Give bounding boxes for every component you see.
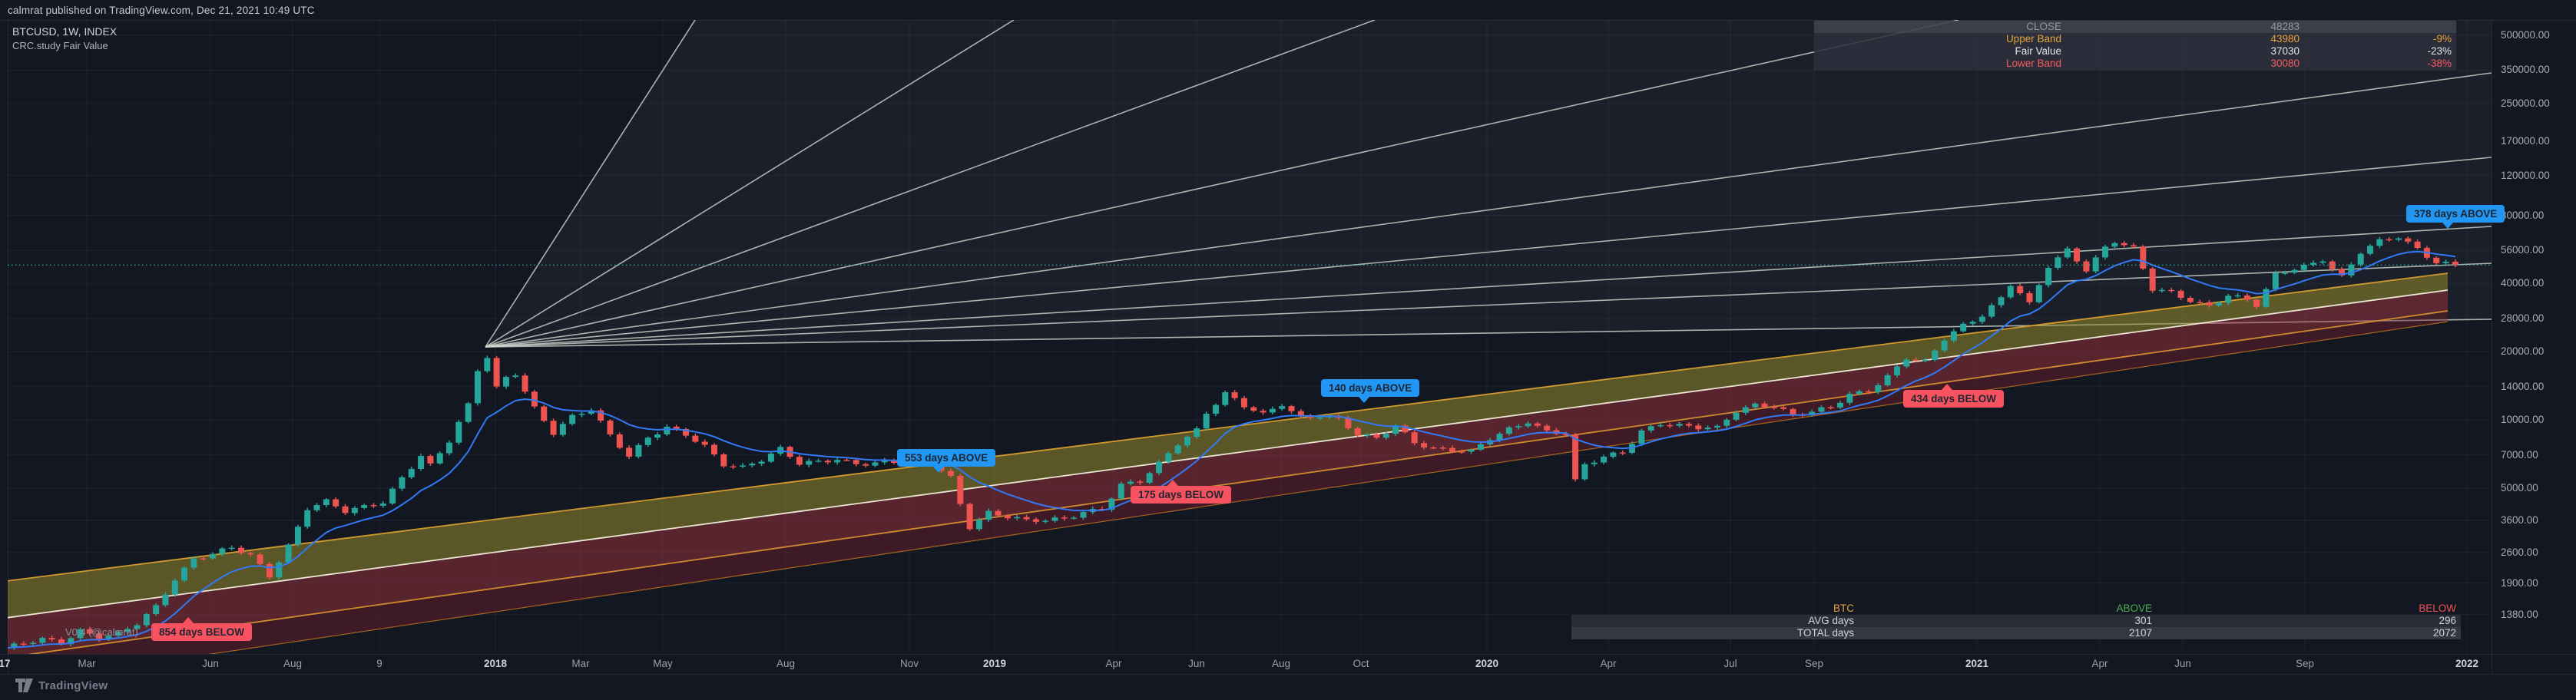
stats-row-total-days-cell-2: 2107	[2128, 627, 2152, 639]
price-tick-label: 500000.00	[2501, 28, 2550, 41]
days-below-badge: 434 days BELOW	[1903, 384, 2005, 408]
price-tick-label: 3600.00	[2501, 513, 2538, 526]
price-tick-label: 10000.00	[2501, 414, 2545, 425]
time-tick-label: 2019	[982, 658, 1007, 669]
days-above-badge: 553 days ABOVE	[897, 449, 996, 473]
price-tick-label: 20000.00	[2501, 345, 2545, 358]
stats-header-cell-2: ABOVE	[2116, 603, 2152, 614]
legend-value: 43980	[2270, 33, 2300, 45]
stats-header-cell-3: BELOW	[2419, 603, 2456, 614]
days-below-badge: 175 days BELOW	[1131, 480, 1232, 504]
time-tick-label: Oct	[1353, 658, 1369, 669]
time-tick-label: Jun	[202, 658, 219, 669]
price-tick-label: 120000.00	[2501, 169, 2550, 181]
price-tick-label: 350000.00	[2501, 64, 2550, 76]
legend-label: Upper Band	[2005, 33, 2061, 45]
price-tick-label: 80000.00	[2501, 209, 2545, 221]
stats-row-avg-days-cell-2: 301	[2134, 615, 2152, 626]
time-tick-label: Jul	[1723, 658, 1737, 669]
fair-value-band	[8, 272, 2449, 654]
time-tick-label: May	[653, 658, 673, 669]
publish-attribution: calmrat published on TradingView.com, De…	[8, 5, 315, 16]
time-tick-label: Mar	[571, 658, 590, 669]
grid-lines	[8, 20, 2492, 654]
stats-row-total-days-cell-3: 2072	[2432, 627, 2456, 639]
stats-header-cell-1: BTC	[1833, 603, 1854, 614]
plot-bottom-border	[0, 654, 2576, 655]
legend-value: 37030	[2270, 45, 2300, 57]
time-tick-label: Aug	[776, 658, 796, 669]
time-tick-label: Nov	[899, 658, 919, 669]
price-tick-label: 14000.00	[2501, 380, 2545, 392]
legend-value: 30080	[2270, 58, 2300, 69]
tradingview-watermark-text: TradingView	[38, 679, 108, 692]
time-tick-label: Jun	[1188, 658, 1205, 669]
price-tick-label: 28000.00	[2501, 312, 2545, 325]
time-tick-label: Sep	[1804, 658, 1824, 669]
days-below-badge: 854 days BELOW	[151, 617, 253, 641]
stats-row-total-days-cell-1: TOTAL days	[1796, 627, 1854, 639]
time-tick-label: Sep	[2295, 658, 2315, 669]
days-stats-table: BTC ABOVE BELOW AVG days 301 296 TOTAL days 210…	[1571, 603, 2461, 639]
legend-percent: -23%	[2427, 45, 2452, 57]
stats-row-total-days: TOTAL days 2107 2072	[1571, 627, 2461, 639]
tradingview-logo-icon	[15, 679, 33, 692]
legend-percent: -38%	[2427, 58, 2452, 69]
legend-percent	[2304, 21, 2456, 33]
candlestick-series	[11, 236, 2458, 650]
legend-row-close: CLOSE 48283	[1814, 21, 2456, 33]
price-tick-label: 1380.00	[2501, 608, 2538, 620]
fair-value-legend-table: CLOSE 48283 Upper Band 43980 -9% Fair Value 37…	[1814, 21, 2456, 70]
time-tick-label: Mar	[78, 658, 96, 669]
stats-row-avg-days-cell-1: AVG days	[1808, 615, 1854, 626]
time-tick-label: 2018	[483, 658, 508, 669]
days-above-badge: 140 days ABOVE	[1321, 379, 1420, 403]
time-tick-label: 2020	[1475, 658, 1499, 669]
time-tick-label: Apr	[1600, 658, 1617, 669]
price-tick-label: 1900.00	[2501, 576, 2538, 589]
price-tick-label: 170000.00	[2501, 135, 2550, 147]
time-tick-label: 9	[376, 658, 382, 669]
legend-value: 48283	[2270, 21, 2300, 32]
time-axis-bottom-border	[0, 674, 2576, 675]
price-tick-label: 40000.00	[2501, 277, 2545, 289]
time-tick-label: 17	[0, 658, 11, 669]
plot-area[interactable]	[0, 20, 2492, 685]
indicator-title[interactable]: CRC.study Fair Value	[12, 40, 108, 51]
price-tick-label: 5000.00	[2501, 481, 2538, 494]
legend-percent: -9%	[2432, 33, 2452, 45]
time-tick-label: Aug	[283, 658, 303, 669]
price-tick-label: 250000.00	[2501, 97, 2550, 109]
legend-row-lower-band: Lower Band 30080 -38%	[1814, 58, 2456, 70]
moving-average-line	[8, 250, 2456, 649]
price-tick-label: 2600.00	[2501, 546, 2538, 558]
price-tick-label: 56000.00	[2501, 244, 2545, 256]
time-tick-label: 2021	[1965, 658, 1989, 669]
legend-row-fair-value: Fair Value 37030 -23%	[1814, 45, 2456, 58]
legend-label: Lower Band	[2005, 58, 2061, 69]
time-tick-label: Aug	[1271, 658, 1291, 669]
stats-header: BTC ABOVE BELOW	[1571, 603, 2461, 615]
symbol-title[interactable]: BTCUSD, 1W, INDEX	[12, 25, 118, 38]
days-above-badge: 378 days ABOVE	[2406, 205, 2505, 229]
time-tick-label: Apr	[2091, 658, 2108, 669]
time-tick-label: Jun	[2174, 658, 2191, 669]
tradingview-watermark: TradingView	[15, 679, 108, 692]
pane-top-border	[0, 20, 2576, 21]
time-tick-label: Apr	[1105, 658, 1122, 669]
legend-row-upper-band: Upper Band 43980 -9%	[1814, 33, 2456, 45]
time-tick-label: 2022	[2455, 658, 2479, 669]
legend-label: Fair Value	[2015, 45, 2061, 57]
legend-label: CLOSE	[2026, 21, 2061, 32]
price-tick-label: 7000.00	[2501, 448, 2538, 461]
indicator-version-note: V0.4 (@calmrat)	[65, 626, 138, 638]
stats-row-avg-days: AVG days 301 296	[1571, 615, 2461, 627]
stats-row-avg-days-cell-3: 296	[2439, 615, 2456, 626]
